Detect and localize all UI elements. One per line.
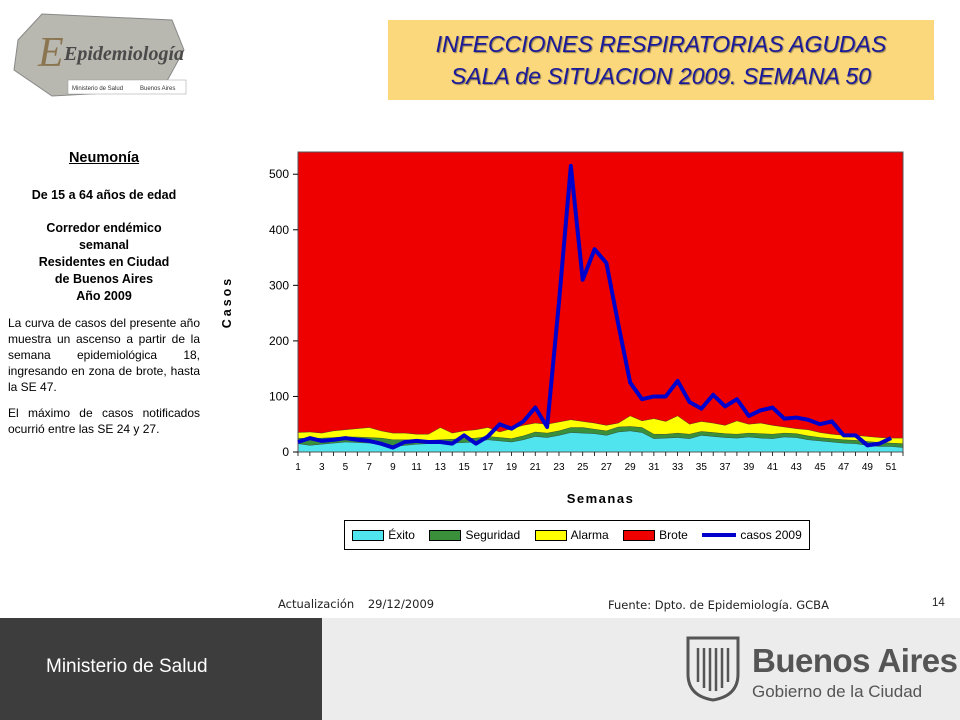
desc-line-1: Corredor endémico [46, 221, 162, 235]
x-tick-label-1: 1 [295, 462, 301, 473]
x-tick-label-29: 29 [625, 462, 637, 473]
y-tick-label-500: 500 [269, 167, 289, 181]
desc-line-5: Año 2009 [76, 289, 132, 303]
x-tick-label-27: 27 [601, 462, 613, 473]
x-tick-label-33: 33 [672, 462, 684, 473]
legend-swatch-brote [623, 529, 656, 541]
footer-ministry: Ministerio de Salud [46, 656, 208, 677]
x-tick-label-39: 39 [743, 462, 755, 473]
y-tick-label-400: 400 [269, 223, 289, 237]
x-tick-label-19: 19 [506, 462, 518, 473]
x-tick-label-13: 13 [435, 462, 447, 473]
sidebar: Neumonía De 15 a 64 años de edad Corredo… [8, 150, 200, 447]
footer-city-name: Buenos Aires [752, 642, 958, 679]
x-tick-label-35: 35 [696, 462, 708, 473]
epidemiologia-logo: E Epidemiología Ministerio de Salud Buen… [13, 13, 187, 97]
legend-swatch-casos [702, 533, 737, 537]
desc-line-4: de Buenos Aires [54, 272, 154, 286]
sidebar-paragraph-2: El máximo de casos notificados ocurrió e… [8, 406, 200, 436]
x-tick-label-17: 17 [482, 462, 494, 473]
plot-border [297, 151, 904, 453]
x-tick-label-51: 51 [886, 462, 898, 473]
y-tick-label-300: 300 [269, 278, 289, 292]
footer-ministry-bar: Ministerio de Salud [0, 618, 322, 720]
footer-city-bar [322, 618, 960, 720]
x-tick-label-9: 9 [390, 462, 396, 473]
y-tick-label-100: 100 [269, 389, 289, 403]
logo-caption: Ministerio de Salud [72, 86, 123, 92]
x-tick-label-43: 43 [791, 462, 803, 473]
legend-item-alarma: Alarma [534, 528, 609, 542]
legend-swatch-alarma [534, 529, 567, 541]
legend-label-casos: casos 2009 [740, 528, 802, 542]
x-tick-label-11: 11 [411, 462, 422, 473]
legend-label-brote: Brote [659, 528, 688, 542]
legend-label-seguridad: Seguridad [465, 528, 521, 542]
update-date: 29/12/2009 [367, 597, 435, 611]
svg-text:E: E [37, 30, 64, 76]
legend-item-seguridad: Seguridad [429, 528, 520, 542]
title-line-2: SALA de SITUACION 2009. SEMANA 50 [450, 63, 872, 89]
legend-item-exito: Éxito [352, 528, 415, 542]
x-tick-label-49: 49 [862, 462, 874, 473]
x-axis-label: Semanas [567, 491, 635, 506]
desc-line-3: Residentes en Ciudad [38, 255, 170, 269]
chart-legend: Éxito Seguridad Alarma Brote casos 2009 [344, 520, 810, 550]
title-box: INFECCIONES RESPIRATORIAS AGUDAS SALA de… [388, 20, 934, 100]
sidebar-description: Corredor endémico semanal Residentes en … [8, 220, 200, 305]
legend-label-exito: Éxito [388, 528, 415, 542]
y-axis-label: Casos [220, 276, 234, 329]
source-note: Fuente: Dpto. de Epidemiología. GCBA [608, 598, 829, 612]
x-tick-label-7: 7 [366, 462, 372, 473]
y-tick-label-200: 200 [269, 334, 289, 348]
footer-city-sub: Gobierno de la Ciudad [752, 682, 923, 701]
legend-swatch-exito [352, 529, 385, 541]
sidebar-heading: Neumonía [68, 150, 140, 166]
logo-caption2: Buenos Aires [140, 86, 175, 92]
x-tick-label-3: 3 [319, 462, 325, 473]
x-tick-label-21: 21 [530, 462, 542, 473]
page-number: 14 [932, 597, 945, 609]
x-tick-label-23: 23 [553, 462, 565, 473]
y-tick-label-0: 0 [282, 445, 289, 459]
x-tick-label-15: 15 [459, 462, 471, 473]
desc-line-2: semanal [78, 238, 130, 252]
x-tick-label-5: 5 [343, 462, 349, 473]
update-label: Actualización [278, 597, 355, 611]
legend-item-brote: Brote [623, 528, 688, 542]
sidebar-age-range: De 15 a 64 años de edad [31, 188, 177, 202]
sidebar-paragraph-1: La curva de casos del presente año muest… [8, 316, 200, 394]
buenos-aires-emblem-icon [686, 636, 740, 702]
x-tick-label-45: 45 [814, 462, 826, 473]
legend-swatch-seguridad [429, 529, 462, 541]
area-brote [297, 151, 904, 453]
x-tick-label-41: 41 [767, 462, 779, 473]
x-tick-label-47: 47 [838, 462, 850, 473]
legend-label-alarma: Alarma [570, 528, 609, 542]
x-tick-label-25: 25 [577, 462, 589, 473]
x-tick-label-37: 37 [719, 462, 731, 473]
legend-item-casos: casos 2009 [702, 528, 802, 542]
x-tick-label-31: 31 [648, 462, 660, 473]
logo-text: Epidemiología [63, 43, 184, 65]
update-info: Actualización 29/12/2009 [278, 597, 444, 611]
title-line-1: INFECCIONES RESPIRATORIAS AGUDAS [435, 31, 887, 57]
